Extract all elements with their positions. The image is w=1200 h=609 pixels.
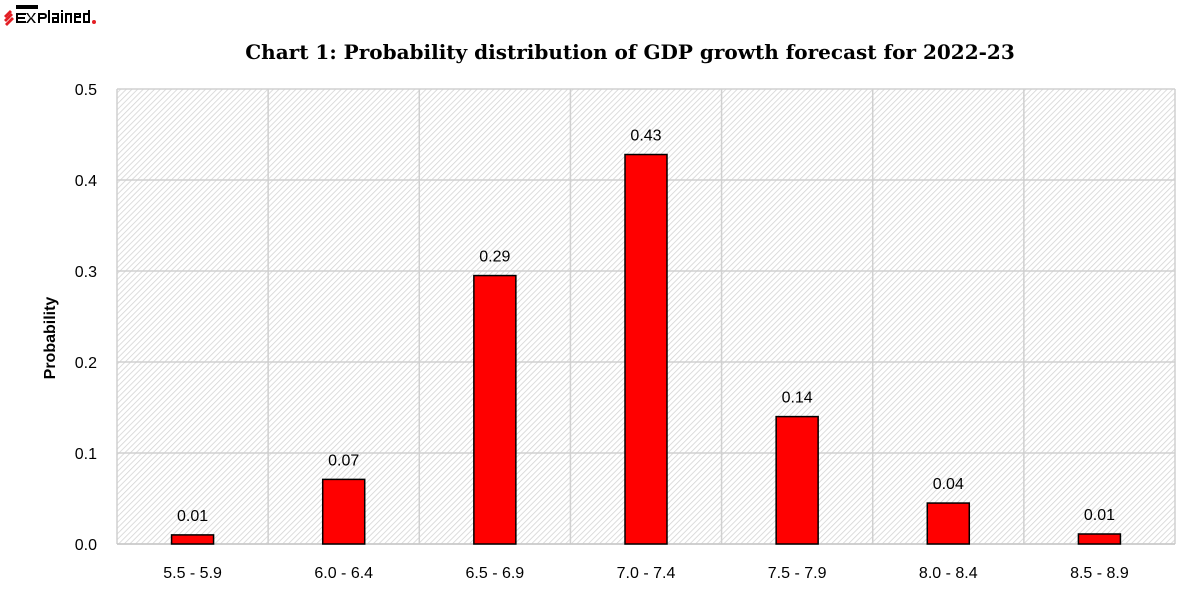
y-tick-label: 0.0 [75, 537, 97, 554]
x-tick-label: 6.0 - 6.4 [314, 565, 373, 582]
data-label: 0.14 [782, 390, 813, 407]
express-explained-logo [4, 5, 96, 26]
x-tick-label: 5.5 - 5.9 [163, 565, 222, 582]
bar [624, 153, 668, 545]
x-tick-label: 8.5 - 8.9 [1070, 565, 1129, 582]
bar [473, 274, 517, 545]
x-tick-label: 7.0 - 7.4 [617, 565, 676, 582]
data-label: 0.04 [933, 476, 964, 493]
bar [926, 502, 971, 545]
chart-title: Chart 1: Probability distribution of GDP… [245, 40, 1015, 64]
bar [321, 478, 366, 545]
y-tick-label: 0.1 [75, 446, 97, 463]
logo-wordmark [16, 5, 90, 23]
data-label: 0.07 [328, 452, 359, 469]
data-label: 0.43 [630, 128, 661, 145]
data-label: 0.29 [479, 249, 510, 266]
x-tick-label: 6.5 - 6.9 [466, 565, 525, 582]
y-tick-label: 0.2 [75, 355, 97, 372]
bar [775, 415, 819, 545]
bar [170, 534, 215, 545]
x-tick-label: 8.0 - 8.4 [919, 565, 978, 582]
y-tick-label: 0.5 [75, 82, 97, 99]
y-tick-label: 0.4 [75, 173, 97, 190]
x-tick-label: 7.5 - 7.9 [768, 565, 827, 582]
data-label: 0.01 [177, 508, 208, 525]
y-tick-label: 0.3 [75, 264, 97, 281]
data-label: 0.01 [1084, 507, 1115, 524]
bar [1077, 533, 1122, 545]
y-axis-label: Probability [42, 297, 59, 380]
